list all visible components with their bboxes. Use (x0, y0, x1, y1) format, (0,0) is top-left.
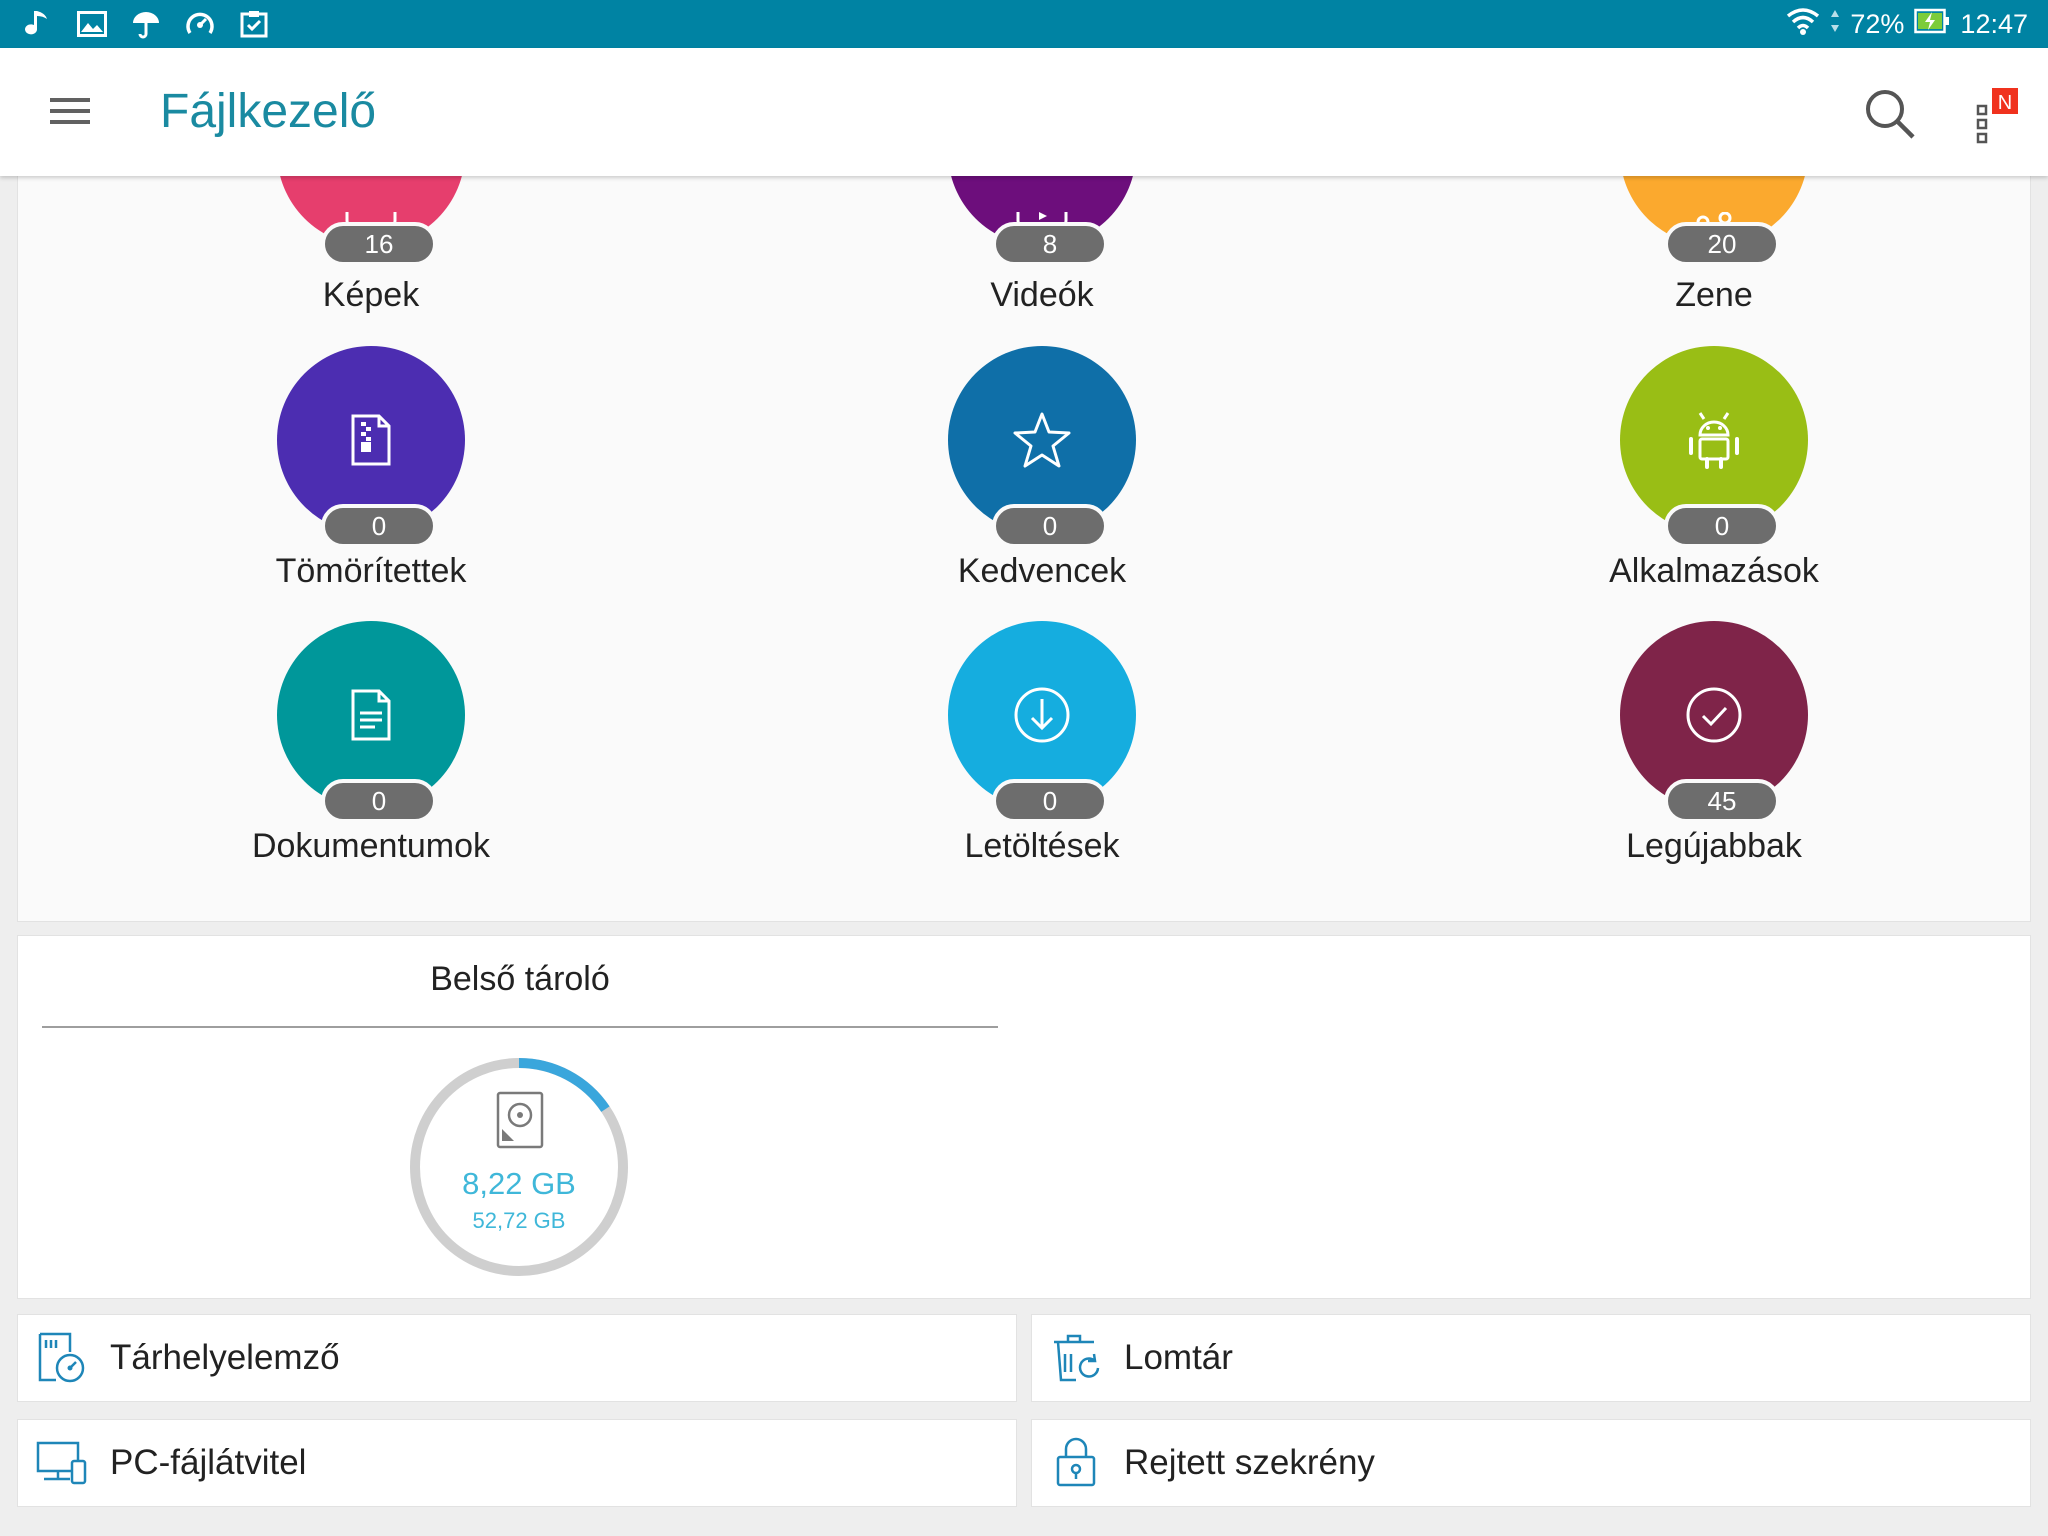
locked-cabinet-icon (1048, 1435, 1104, 1491)
category-downloads[interactable]: 0 Letöltések (882, 621, 1202, 865)
category-label: Dokumentumok (251, 827, 491, 865)
category-count: 20 (1664, 222, 1780, 266)
document-icon (277, 621, 465, 809)
category-label: Képek (322, 276, 420, 314)
tool-label: Rejtett szekrény (1124, 1443, 1375, 1482)
hidden-cabinet-button[interactable]: Rejtett szekrény (1031, 1419, 2031, 1507)
tool-label: Tárhelyelemző (110, 1338, 340, 1377)
notification-badge: N (1998, 92, 2012, 114)
category-label: Kedvencek (957, 552, 1127, 590)
music-icon (22, 8, 54, 40)
category-grid: 16 Képek 8 Videók 20 Zene 0 Tömörítettek… (17, 160, 2031, 922)
category-favorites[interactable]: 0 Kedvencek (882, 346, 1202, 590)
category-count: 0 (321, 779, 437, 823)
category-documents[interactable]: 0 Dokumentumok (211, 621, 531, 865)
hard-drive-icon (496, 1091, 544, 1149)
category-label: Tömörítettek (275, 552, 467, 590)
category-videos[interactable]: 8 Videók (882, 160, 1202, 320)
battery-charging-icon (1914, 7, 1950, 42)
internal-storage-card[interactable]: Belső tároló 8,22 GB 52,72 GB (17, 935, 2031, 1299)
storage-analyzer-icon (34, 1330, 90, 1386)
category-recent[interactable]: 45 Legújabbak (1554, 621, 1874, 865)
category-count: 0 (992, 504, 1108, 548)
tool-label: PC-fájlátvitel (110, 1443, 307, 1482)
search-icon[interactable] (1860, 84, 1920, 144)
status-bar: 72% 12:47 (0, 0, 2048, 48)
category-music[interactable]: 20 Zene (1554, 160, 1874, 320)
storage-total: 52,72 GB (472, 1208, 566, 1233)
data-arrows-icon (1830, 9, 1840, 40)
storage-used: 8,22 GB (462, 1166, 576, 1201)
category-apps[interactable]: 0 Alkalmazások (1554, 346, 1874, 590)
category-archives[interactable]: 0 Tömörítettek (211, 346, 531, 590)
category-count: 8 (992, 222, 1108, 266)
divider (42, 1026, 998, 1028)
android-icon (1620, 346, 1808, 534)
category-label: Legújabbak (1626, 827, 1802, 865)
wifi-icon (1786, 7, 1820, 42)
category-label: Letöltések (964, 827, 1120, 865)
app-title: Fájlkezelő (160, 85, 377, 138)
storage-title: Belső tároló (430, 960, 610, 998)
category-count: 0 (321, 504, 437, 548)
pc-transfer-icon (34, 1435, 90, 1491)
download-icon (948, 621, 1136, 809)
category-images[interactable]: 16 Képek (211, 160, 531, 320)
category-label: Zene (1675, 276, 1753, 314)
battery-percent: 72% (1850, 8, 1905, 39)
more-options-icon[interactable]: N (1970, 78, 2026, 150)
storage-analyzer-button[interactable]: Tárhelyelemző (17, 1314, 1017, 1402)
image-icon (76, 8, 108, 40)
pc-transfer-button[interactable]: PC-fájlátvitel (17, 1419, 1017, 1507)
speedometer-icon (184, 8, 216, 40)
recycle-bin-icon (1048, 1330, 1104, 1386)
clock: 12:47 (1960, 8, 2028, 39)
category-label: Alkalmazások (1609, 552, 1819, 590)
zip-file-icon (277, 346, 465, 534)
storage-usage-ring (410, 1058, 628, 1276)
check-circle-icon (1620, 621, 1808, 809)
category-label: Videók (990, 276, 1094, 314)
tool-label: Lomtár (1124, 1338, 1233, 1377)
app-bar: Fájlkezelő N (0, 48, 2048, 176)
category-count: 45 (1664, 779, 1780, 823)
star-icon (948, 346, 1136, 534)
clipboard-check-icon (238, 8, 270, 40)
umbrella-icon (130, 8, 162, 40)
recycle-bin-button[interactable]: Lomtár (1031, 1314, 2031, 1402)
menu-icon[interactable] (40, 90, 104, 134)
category-count: 16 (321, 222, 437, 266)
category-count: 0 (1664, 504, 1780, 548)
category-count: 0 (992, 779, 1108, 823)
